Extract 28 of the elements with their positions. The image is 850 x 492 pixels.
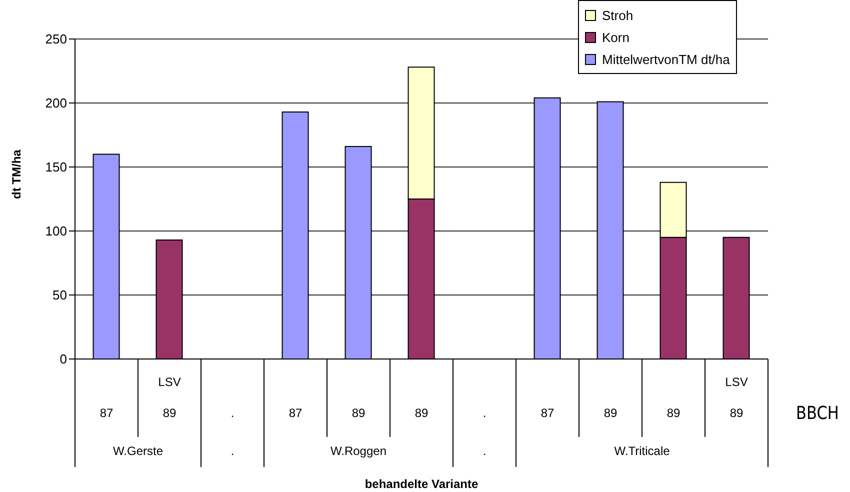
text: . bbox=[482, 444, 486, 458]
x-tick-label: . bbox=[482, 406, 486, 420]
x-tick-label: 89 bbox=[666, 406, 680, 420]
y-tick-label: 100 bbox=[45, 224, 67, 239]
y-tick-label: 200 bbox=[45, 96, 67, 111]
text: W.Triticale bbox=[614, 444, 670, 458]
category-label: LSV 89 bbox=[725, 375, 748, 420]
x-tick-label: 87 bbox=[288, 406, 302, 420]
text: . bbox=[230, 444, 234, 458]
text: W.Roggen bbox=[330, 444, 387, 458]
x-tick-label: . bbox=[230, 406, 234, 420]
y-tick-label: 50 bbox=[52, 288, 67, 303]
text: BBCH bbox=[796, 402, 839, 424]
y-tick-label: 250 bbox=[45, 32, 67, 47]
y-tick-label: 150 bbox=[45, 160, 67, 175]
x-tick-label: 89 bbox=[604, 406, 618, 420]
x-tick-label: 89 bbox=[414, 406, 428, 420]
x-tick-label: 87 bbox=[100, 406, 114, 420]
x-tick-label: 87 bbox=[540, 406, 554, 420]
y-tick-label: 0 bbox=[60, 352, 67, 367]
y-axis-title: dt TM/ha bbox=[9, 149, 24, 199]
text: W.Gerste bbox=[112, 444, 164, 458]
x-tick-label: 89 bbox=[352, 406, 366, 420]
category-label: LSV 89 bbox=[158, 375, 181, 420]
legend-label: Stroh bbox=[602, 8, 634, 22]
legend-label: Korn bbox=[602, 30, 630, 44]
legend-label: MittelwertvonTM dt/ha bbox=[602, 52, 730, 66]
x-axis-title: behandelte Variante bbox=[364, 477, 479, 491]
